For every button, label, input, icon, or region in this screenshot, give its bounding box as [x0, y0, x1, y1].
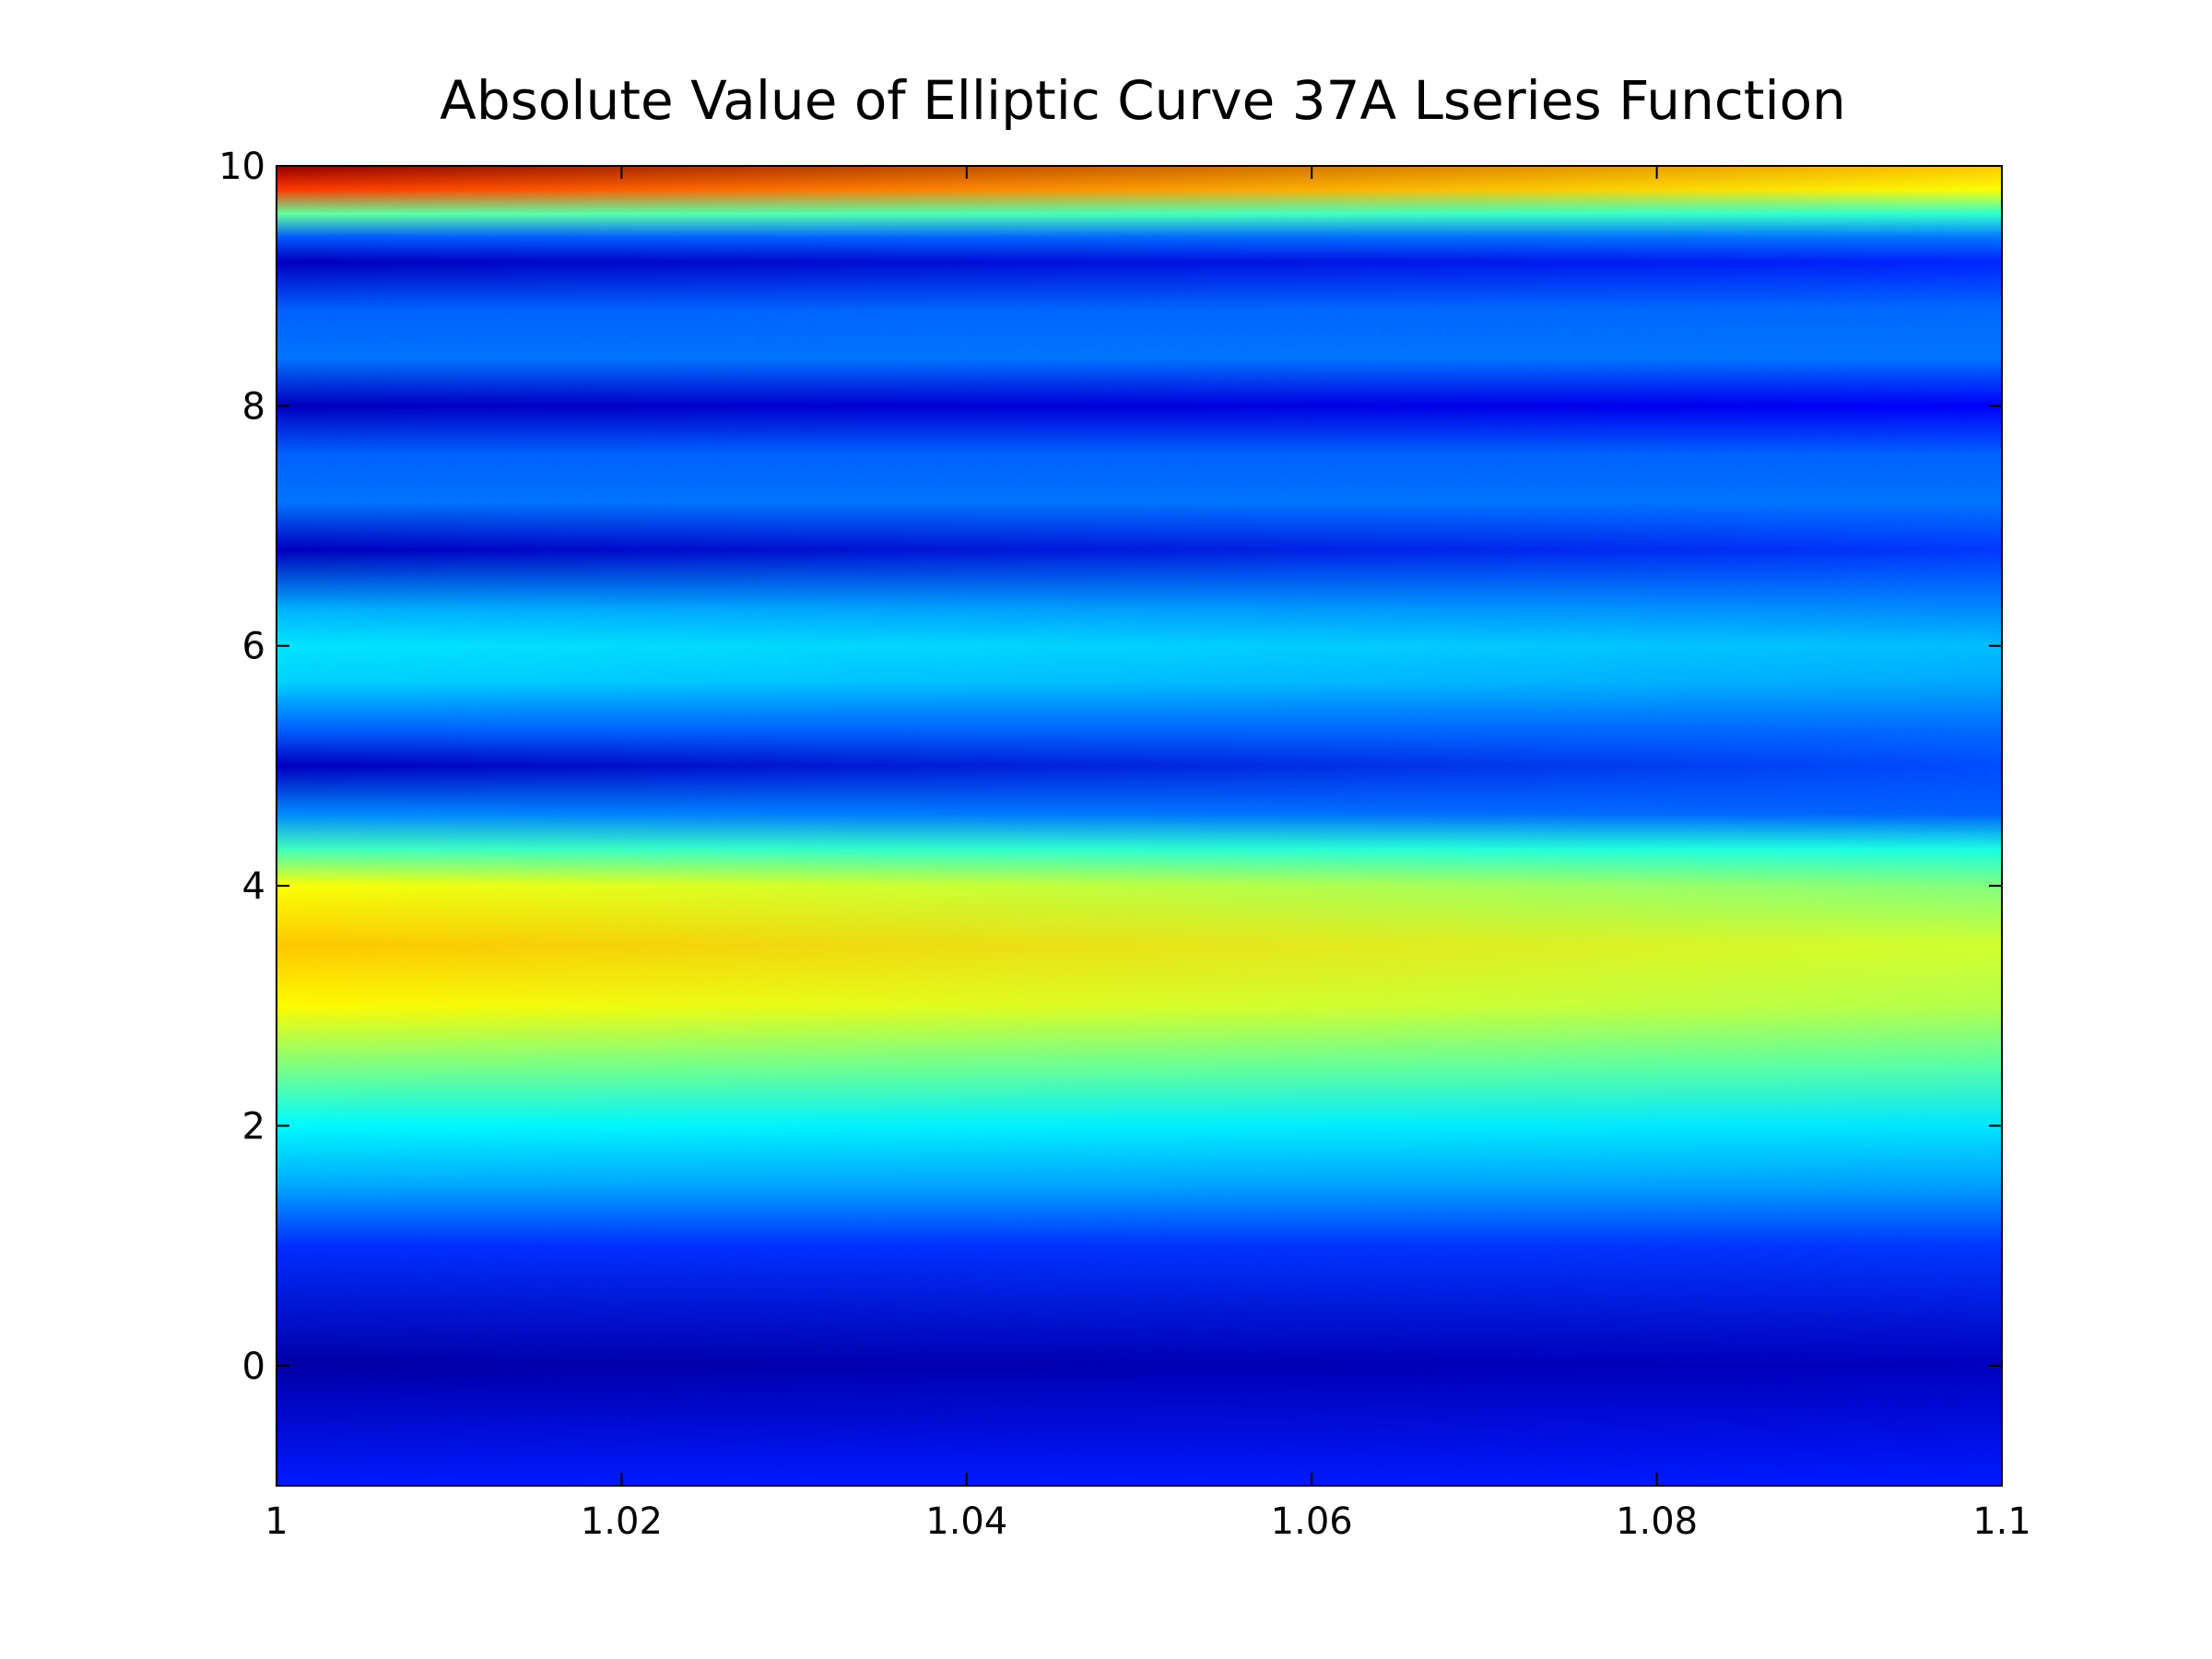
- y-tick-label: 6: [242, 626, 265, 668]
- plot-frame: [276, 165, 2003, 1487]
- y-tick-label: 8: [242, 385, 265, 428]
- y-tick-label: 0: [242, 1346, 265, 1388]
- axes-layer: 1 1.02 1.04 1.06 1.08 1.1 0 2 4 6 8 10: [218, 146, 2031, 1543]
- x-tick-label: 1.1: [1972, 1500, 2031, 1543]
- x-tick-label: 1.02: [581, 1500, 663, 1543]
- heatmap-image-right-column: [276, 166, 2002, 1486]
- x-tick-label: 1.04: [925, 1500, 1007, 1543]
- x-tick-label: 1.06: [1271, 1500, 1353, 1543]
- x-tick-label: 1.08: [1616, 1500, 1698, 1543]
- x-tick-label: 1: [265, 1500, 288, 1543]
- y-tick-label: 4: [242, 865, 265, 908]
- heatmap-layer: [276, 166, 2002, 1486]
- y-tick-label: 2: [242, 1105, 265, 1147]
- chart-title: Absolute Value of Elliptic Curve 37A Lse…: [440, 69, 1846, 132]
- y-tick-label: 10: [218, 146, 265, 188]
